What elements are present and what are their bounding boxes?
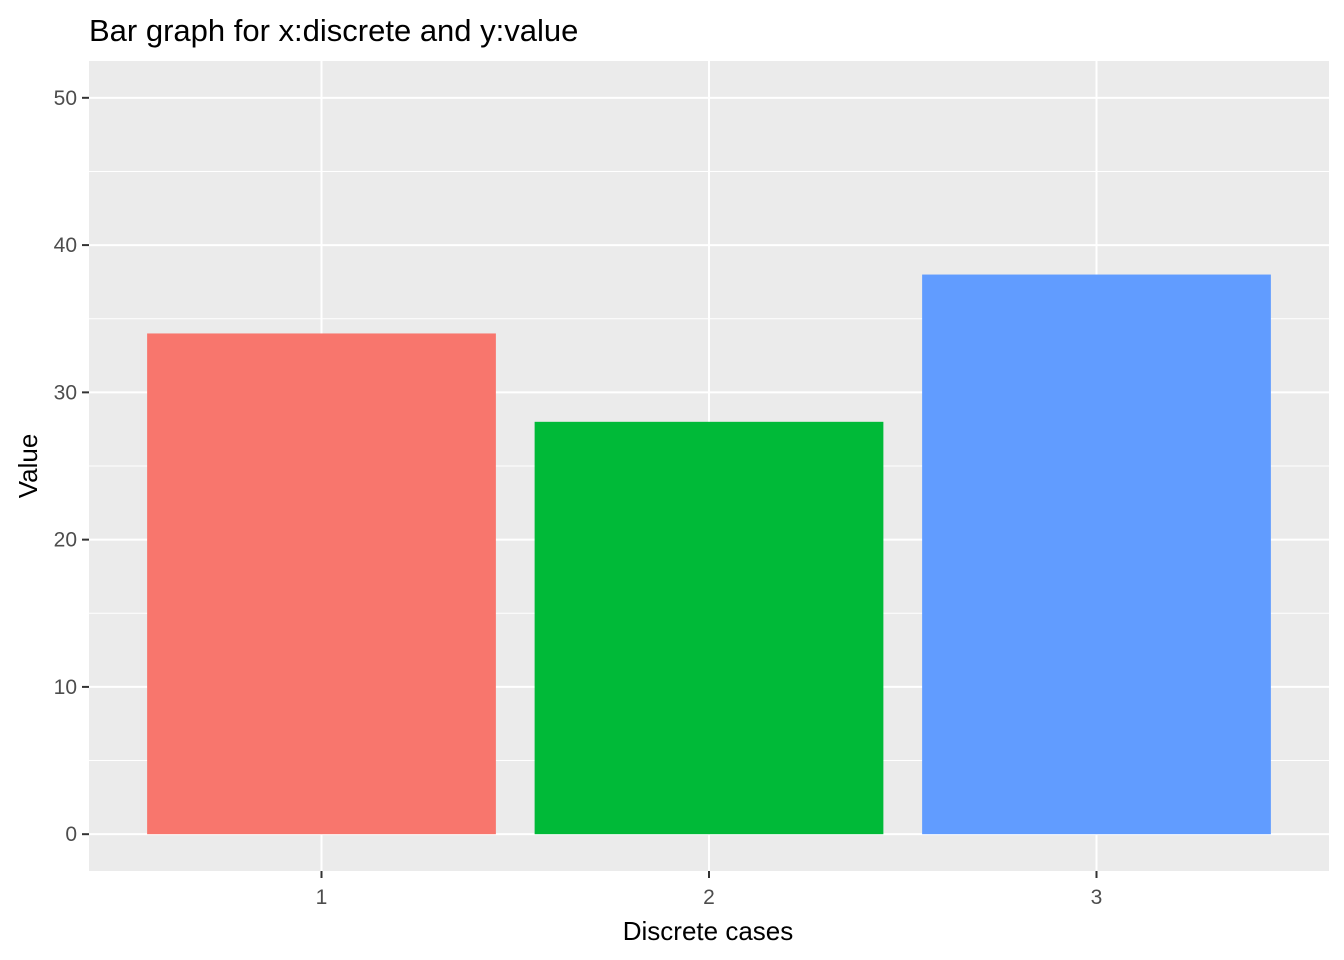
bars-group bbox=[147, 274, 1271, 835]
y-tick-label: 40 bbox=[54, 234, 77, 257]
bar-1 bbox=[147, 333, 496, 835]
y-tick-label: 0 bbox=[65, 823, 77, 846]
y-tick-label: 20 bbox=[54, 529, 77, 552]
bar-3 bbox=[922, 274, 1271, 835]
x-tick-label: 2 bbox=[703, 886, 715, 909]
x-tick-label: 3 bbox=[1091, 886, 1103, 909]
y-tick-label: 30 bbox=[54, 381, 77, 404]
y-axis: 0 10 20 30 40 50 bbox=[54, 87, 89, 846]
y-tick-label: 50 bbox=[54, 87, 77, 110]
y-tick-label: 10 bbox=[54, 676, 77, 699]
x-axis: 1 2 3 bbox=[316, 871, 1103, 909]
x-axis-title: Discrete cases bbox=[623, 916, 794, 946]
bar-2 bbox=[534, 421, 884, 835]
chart-title: Bar graph for x:discrete and y:value bbox=[89, 13, 578, 48]
y-axis-title: Value bbox=[13, 434, 43, 499]
x-tick-label: 1 bbox=[316, 886, 328, 909]
